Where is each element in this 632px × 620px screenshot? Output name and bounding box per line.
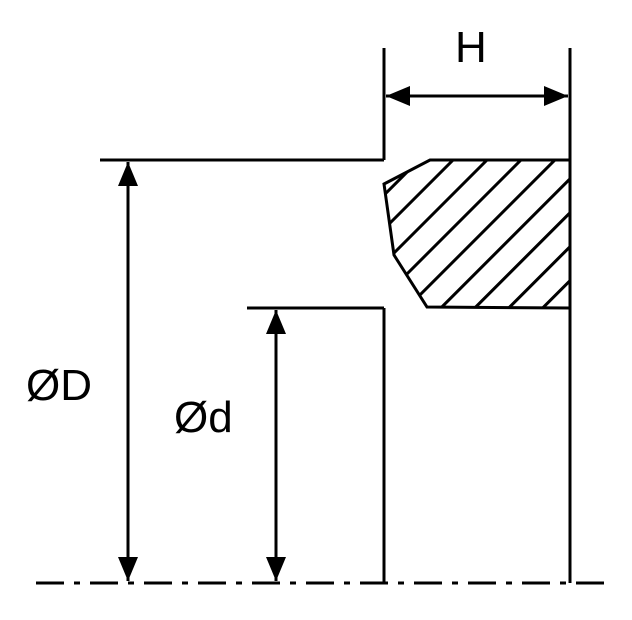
- dimension-d: [266, 310, 286, 581]
- dimension-label-d: Ød: [174, 393, 233, 442]
- dimension-D: [118, 162, 138, 581]
- extension-lines: [100, 48, 570, 583]
- dimension-H: [386, 86, 568, 106]
- dimension-label-H: H: [455, 23, 487, 72]
- hatched-section: [0, 0, 632, 620]
- dimension-label-D: ØD: [26, 361, 92, 410]
- seal-cross-section-diagram: H ØD Ød: [0, 0, 632, 620]
